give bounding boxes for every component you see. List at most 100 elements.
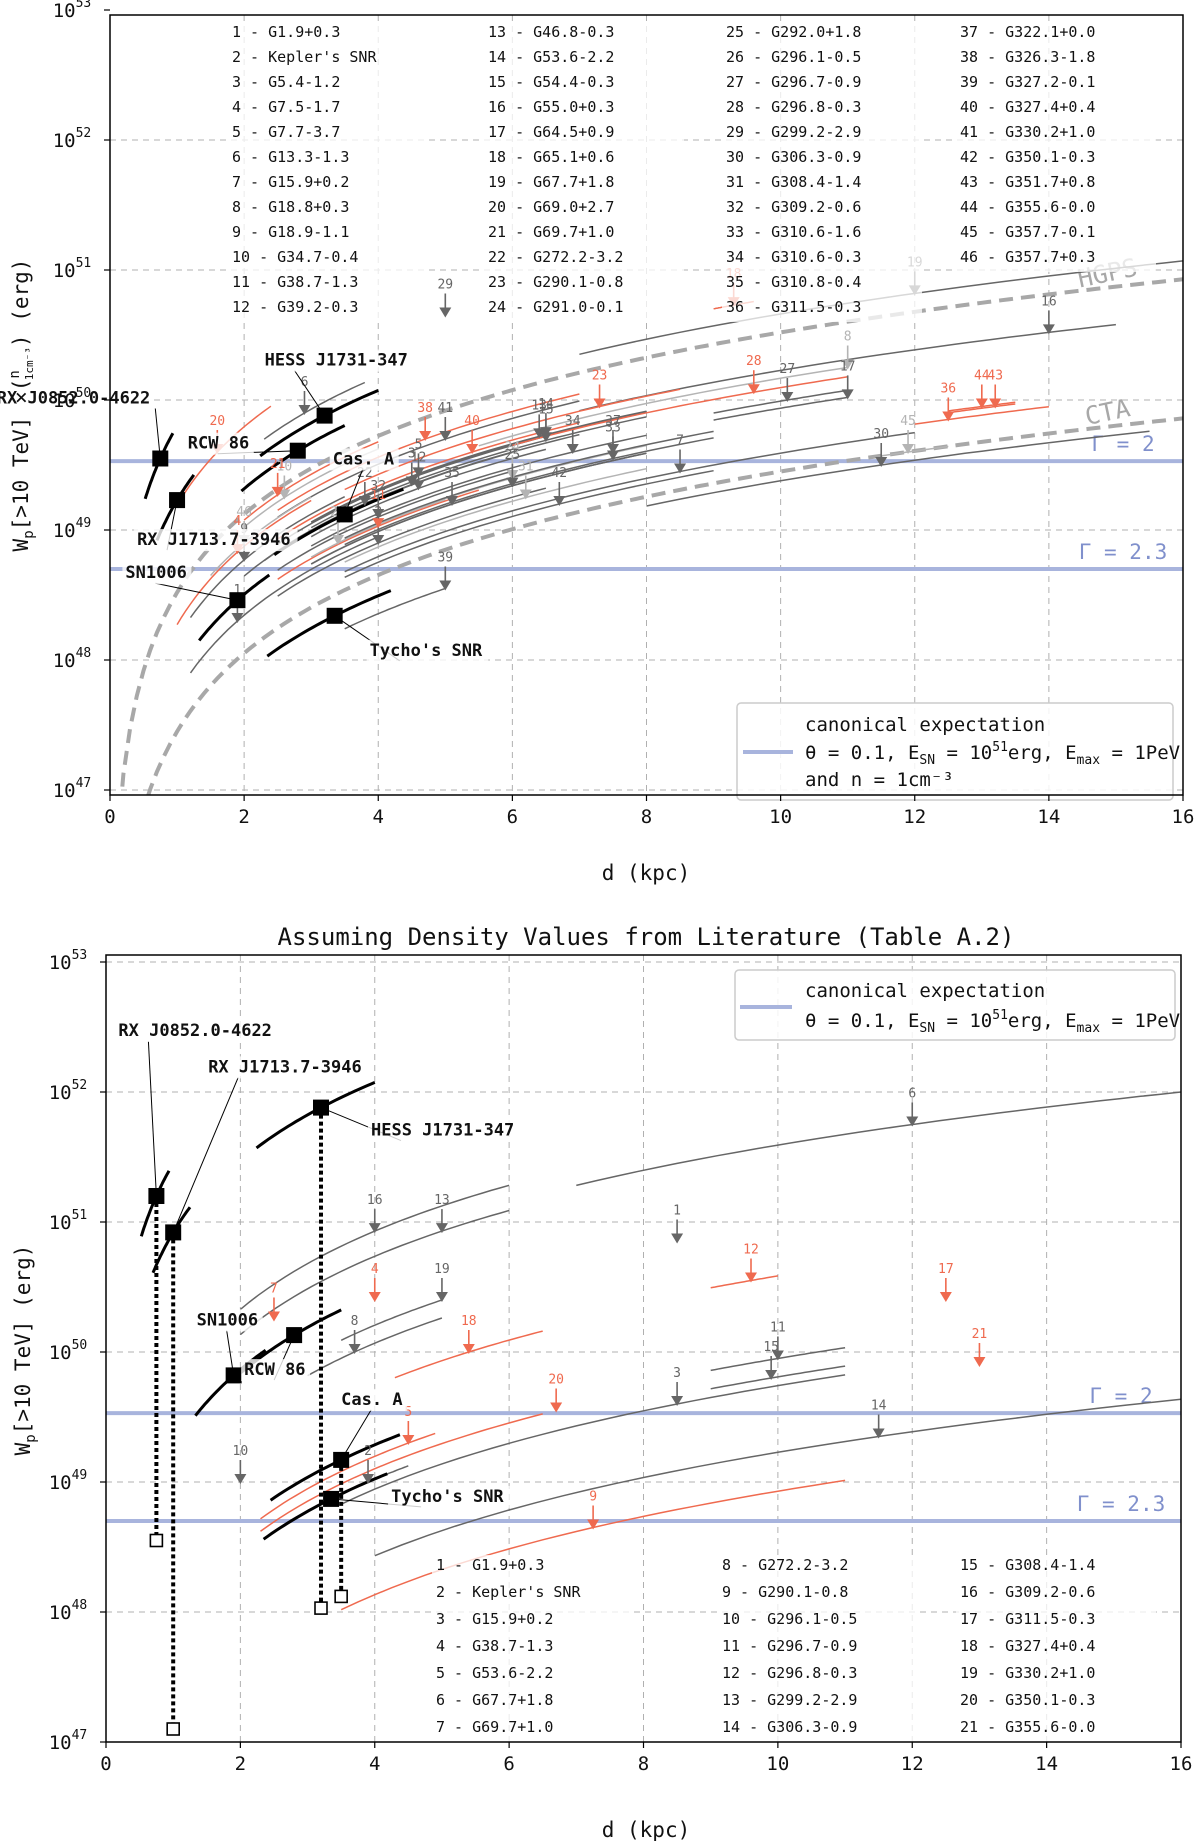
p1-ul-label: 8: [844, 330, 852, 345]
p2-ul-label: 2: [364, 1444, 372, 1459]
p1-label-bg: [134, 529, 298, 552]
p2-table-entry: 14 - G306.3-0.9: [722, 1718, 857, 1736]
p1-ul-label: 34: [565, 414, 581, 429]
p2-ul-arrow-head: [771, 1350, 784, 1361]
p1-ul-arrow-head: [747, 384, 760, 395]
p2-table-bg: [432, 1690, 632, 1717]
p2-legend-line1: canonical expectation: [805, 980, 1045, 1002]
p1-ul-arrow-head: [405, 476, 418, 487]
p2-xtick-label: 12: [901, 1753, 924, 1775]
p2-table-entry: 9 - G290.1-0.8: [722, 1583, 848, 1601]
p1-table-bg: [484, 72, 684, 97]
p1-ul-arrow-head: [1042, 324, 1055, 335]
p1-ul-curve-32: [277, 470, 513, 571]
p1-detected-label: Tycho's SNR: [370, 641, 483, 661]
p1-table-bg: [228, 247, 428, 272]
p1-ul-label: 35: [444, 466, 460, 481]
p1-ul-arrow-head: [566, 444, 579, 454]
p1-ul-arrow-head: [332, 535, 345, 545]
p2-table-bg: [718, 1636, 918, 1663]
p1-table-entry: 34 - G310.6-0.3: [726, 248, 861, 266]
p1-table-entry: 19 - G67.7+1.8: [488, 173, 614, 191]
p2-ul-label: 18: [461, 1314, 477, 1329]
p1-detected-label: RCW 86: [188, 434, 249, 454]
p2-table-entry: 5 - G53.6-2.2: [436, 1664, 553, 1682]
p2-x-label: d (kpc): [602, 1818, 691, 1841]
p1-table-bg: [484, 247, 684, 272]
p1-table-bg: [228, 97, 428, 122]
p2-table-bg: [432, 1555, 632, 1582]
p2-ul-curve-15: [710, 1365, 846, 1390]
p2-ul-arrow-head: [435, 1223, 448, 1234]
p2-table-entry: 4 - G38.7-1.3: [436, 1637, 553, 1655]
p1-ul-curve-14: [310, 410, 647, 524]
p1-ul-label: 13: [531, 398, 547, 413]
p1-xtick-label: 10: [769, 806, 792, 828]
p2-detected-label: RX J0852.0-4622: [118, 1021, 272, 1041]
p1-table-bg: [956, 97, 1156, 122]
p1-table-bg: [722, 22, 922, 47]
p1-detected-label: RX J1713.7-3946: [137, 530, 291, 550]
p2-ul-arrow-head: [765, 1370, 778, 1380]
p1-ul-curve-23: [344, 388, 681, 491]
p1-table-entry: 37 - G322.1+0.0: [960, 23, 1095, 41]
p1-ul-curve-41: [277, 400, 580, 518]
p2-table-bg: [718, 1717, 918, 1744]
p1-table-bg: [228, 297, 428, 322]
p1-table-entry: 14 - G53.6-2.2: [488, 48, 614, 66]
p2-reference-lines: Γ = 2 Γ = 2.3: [106, 1384, 1181, 1523]
p1-table-bg: [228, 272, 428, 297]
p1-ul-arrow-head: [519, 489, 532, 500]
p1-detected-label: Cas. A: [333, 449, 394, 469]
p2-ul-arrow-head: [939, 1292, 952, 1302]
p1-ytick-label: 1051: [53, 256, 92, 282]
p2-table-bg: [956, 1717, 1156, 1744]
p2-hline-label: Γ = 2: [1089, 1384, 1152, 1408]
p1-table-entry: 28 - G296.8-0.3: [726, 98, 861, 116]
p1-ul-label: 29: [437, 278, 453, 293]
p2-open-square: [334, 1589, 348, 1604]
p1-ul-curve-1: [189, 536, 379, 674]
p2-ul-label: 3: [673, 1366, 681, 1381]
p1-ul-label: 14: [538, 397, 554, 412]
p2-ul-arrow-head: [906, 1116, 919, 1127]
p1-table-entry: 46 - G357.7+0.3: [960, 248, 1095, 266]
p1-ul-curve-39: [344, 587, 446, 630]
p1-ul-curve-38: [277, 393, 580, 511]
p1-ul-label: 5: [415, 437, 423, 452]
p1-xtick-label: 2: [238, 806, 249, 828]
p1-label-leader: [294, 370, 326, 416]
p2-ul-label: 10: [233, 1444, 249, 1459]
p1-ul-arrow-head: [439, 307, 452, 318]
p2-ul-curve-6: [576, 1091, 1181, 1187]
p1-table-bg: [956, 22, 1156, 47]
p2-ul-label: 6: [908, 1087, 916, 1102]
p2-open-square: [149, 1533, 164, 1548]
p2-label-bg: [338, 1388, 408, 1411]
p1-ul-label: 10: [277, 460, 293, 475]
p1-ul-arrow-head: [606, 450, 619, 461]
p1-ul-arrow-head: [372, 535, 385, 545]
p2-table-entry: 18 - G327.4+0.4: [960, 1637, 1095, 1655]
p1-ul-label: 30: [873, 427, 889, 442]
p1-ul-arrow-head: [593, 398, 606, 409]
p1-table-bg: [228, 197, 428, 222]
p2-table-bg: [432, 1636, 632, 1663]
p1-table-entry: 4 - G7.5-1.7: [232, 98, 340, 116]
p1-ul-arrow-head: [781, 392, 794, 402]
p2-ul-arrow-head: [671, 1233, 684, 1244]
p1-table-bg: [956, 247, 1156, 272]
p1-table-bg: [228, 122, 428, 147]
p1-table-entry: 22 - G272.2-3.2: [488, 248, 623, 266]
p1-xtick-label: 4: [373, 806, 384, 828]
p2-ul-curve-19: [340, 1299, 443, 1341]
p2-ul-label: 9: [589, 1490, 597, 1505]
p2-table-bg: [718, 1555, 918, 1582]
p2-table-entry: 17 - G311.5-0.3: [960, 1610, 1095, 1628]
p2-label-leader: [226, 1330, 235, 1376]
p1-ul-label: 41: [437, 401, 453, 416]
p1-table-entry: 27 - G296.7-0.9: [726, 73, 861, 91]
p1-ul-label: 46: [236, 505, 252, 520]
p1-xtick-label: 0: [104, 806, 115, 828]
